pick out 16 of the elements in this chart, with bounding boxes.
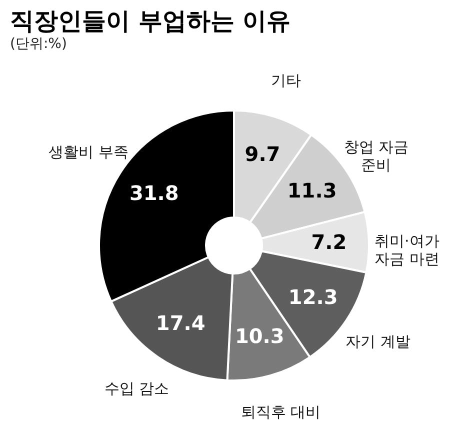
chart-title: 직장인들이 부업하는 이유 [10,7,291,35]
data-label: 17.4 [156,311,206,336]
data-label: 12.3 [288,285,338,310]
slice-label: 창업 자금 준비 [344,138,409,174]
slice-label: 수입 감소 [104,380,170,398]
slice-label: 퇴직후 대비 [240,403,321,422]
data-label: 9.7 [244,142,280,166]
slice-label: 자기 계발 [346,332,410,350]
data-label: 31.8 [129,181,179,206]
slice-label: 취미·여가 자금 마련 [374,232,440,268]
data-label: 10.3 [234,324,284,348]
data-label: 11.3 [287,178,337,202]
chart-subtitle: (단위:%) [10,36,67,52]
slice-label: 생활비 부족 [48,142,128,161]
data-label: 7.2 [311,230,347,254]
slice-label: 기타 [270,71,301,90]
